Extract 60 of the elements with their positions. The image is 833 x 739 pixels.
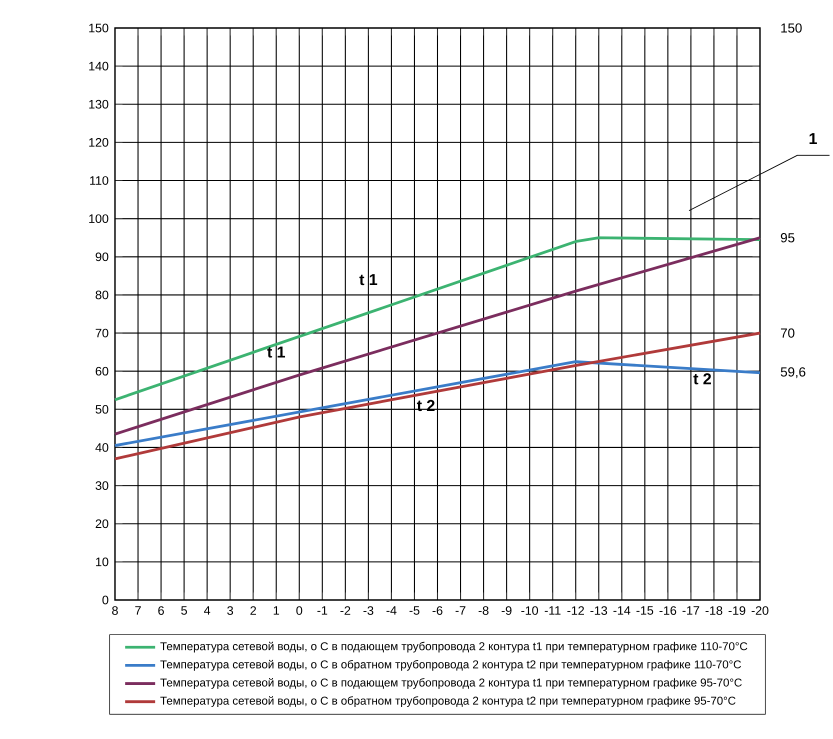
x-tick-label: 8 <box>112 606 118 615</box>
x-tick-label: 4 <box>204 606 210 615</box>
x-tick-label: -20 <box>752 606 768 615</box>
y-tick-label: 70 <box>96 328 108 338</box>
annotation: t 1 <box>267 346 286 358</box>
x-tick-label: -18 <box>706 606 722 615</box>
x-tick-label: -19 <box>728 606 746 615</box>
x-tick-label: -8 <box>478 606 489 615</box>
y-tick-label: 20 <box>96 519 108 528</box>
line-series <box>114 236 762 436</box>
text: 95 <box>780 233 794 242</box>
x-tick-label: -9 <box>502 606 512 615</box>
legend-label: Температура сетевой воды, о С в обратном трубопровода 2 контура t2 при температурном графике 110-70°С <box>160 660 742 671</box>
y-tick-label: 90 <box>96 252 108 262</box>
x-tick-label: -13 <box>590 606 608 615</box>
x-tick-label: 0 <box>296 606 302 615</box>
x-tick-label: -6 <box>432 606 442 615</box>
x-tick-label: -15 <box>636 606 654 615</box>
y-tick-label: 110 <box>90 176 108 185</box>
x-tick-label: 2 <box>250 606 256 615</box>
y-tick-label: 50 <box>96 404 108 414</box>
x-tick-label: 3 <box>227 606 234 615</box>
y-tick-label: 0 <box>102 596 108 604</box>
text: 59,6 <box>780 367 806 378</box>
text: 1 <box>810 133 817 144</box>
text: 150 <box>781 23 802 33</box>
line-series <box>114 236 762 402</box>
x-tick-label: -12 <box>567 606 584 615</box>
x-tick-label: 7 <box>135 606 141 615</box>
line-series <box>114 332 762 460</box>
x-tick-label: -2 <box>340 606 350 615</box>
x-tick-label: -11 <box>544 606 560 615</box>
x-tick-label: 5 <box>181 606 187 615</box>
y-tick-label: 40 <box>95 443 108 452</box>
x-tick-label: -17 <box>682 606 700 615</box>
x-tick-label: -7 <box>456 606 466 615</box>
x-tick-label: -16 <box>660 606 676 615</box>
y-tick-label: 30 <box>96 481 108 490</box>
x-tick-label: 1 <box>274 606 280 615</box>
y-tick-label: 10 <box>96 558 108 566</box>
y-tick-label: 80 <box>96 290 108 300</box>
legend-label: Температура сетевой воды, о С в обратном трубопровода 2 контура t2 при температурном графике 95-70°С <box>160 696 736 707</box>
annotation: t 2 <box>693 373 711 384</box>
y-tick-label: 100 <box>89 214 108 224</box>
y-tick-label: 150 <box>89 24 108 32</box>
legend-label: Температура сетевой воды, о С в подающем трубопровода 2 контура t1 при температурном графике 95-70°С <box>160 678 742 689</box>
annotation: t 1 <box>359 274 378 286</box>
y-tick-label: 130 <box>89 100 108 109</box>
x-tick-label: -3 <box>363 606 374 615</box>
text: 70 <box>780 328 794 338</box>
y-tick-label: 120 <box>89 138 108 147</box>
legend-label: Температура сетевой воды, о С в подающем трубопровода 2 контура t1 при температурном графике 110-70°С <box>160 642 748 653</box>
y-tick-label: 140 <box>89 62 108 70</box>
x-tick-label: -14 <box>613 606 630 615</box>
x-tick-label: -5 <box>410 606 420 615</box>
x-tick-label: -10 <box>521 606 538 615</box>
x-tick-label: -4 <box>386 606 397 615</box>
x-tick-label: 6 <box>158 606 164 615</box>
y-tick-label: 60 <box>96 366 108 376</box>
x-tick-label: -1 <box>317 606 328 615</box>
